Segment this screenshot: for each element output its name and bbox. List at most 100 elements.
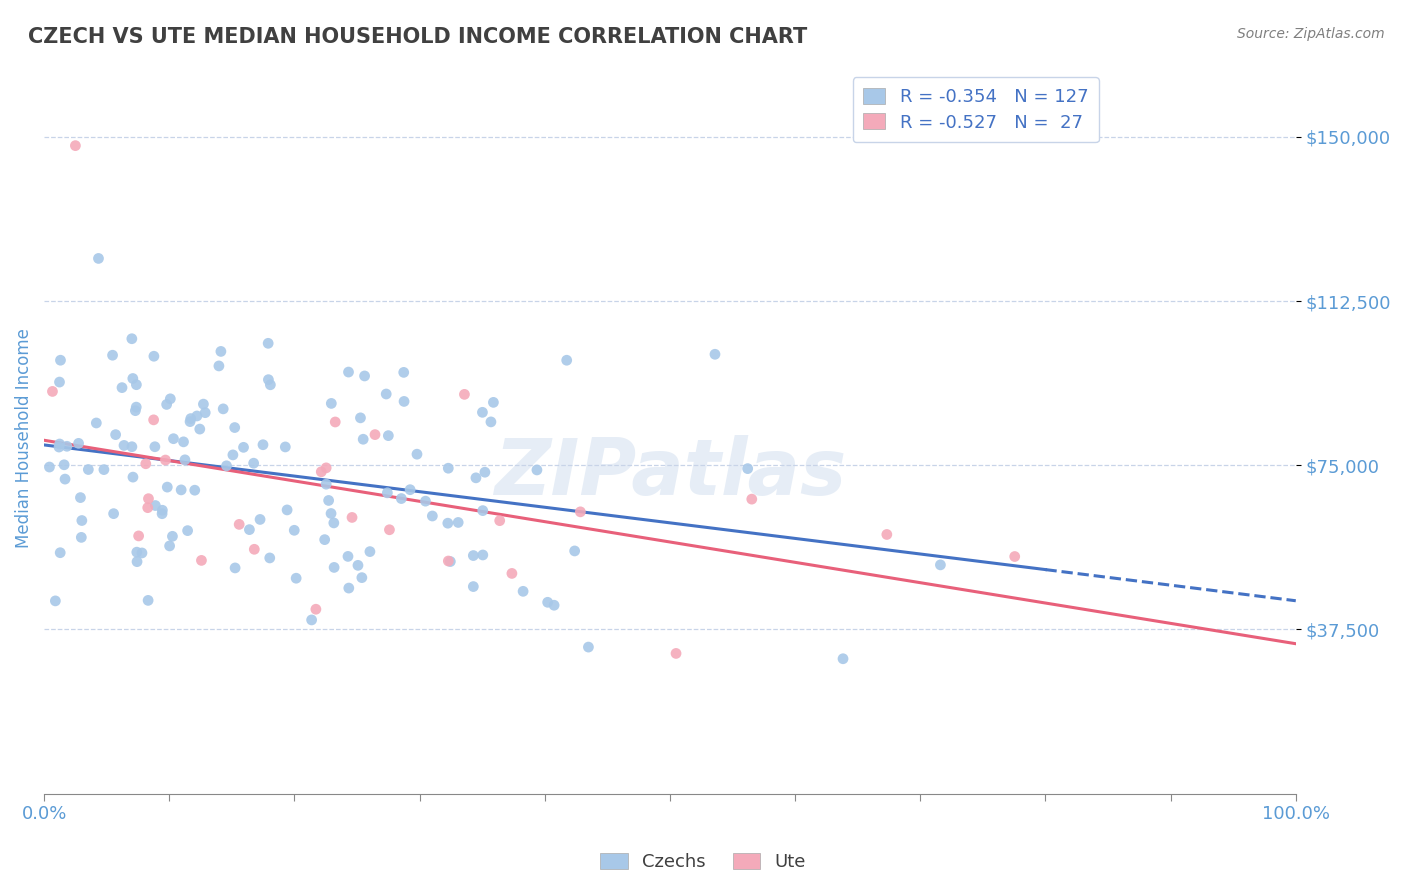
Point: [142, 413, 165, 427]
Point: [48, 375, 70, 389]
Point: [377, 428, 399, 442]
Point: [136, 500, 159, 515]
Point: [67, 436, 90, 450]
Point: [159, 392, 181, 406]
Text: CZECH VS UTE MEDIAN HOUSEHOLD INCOME CORRELATION CHART: CZECH VS UTE MEDIAN HOUSEHOLD INCOME COR…: [28, 27, 807, 46]
Point: [162, 432, 184, 446]
Point: [212, 401, 235, 416]
Point: [70, 530, 93, 544]
Point: [257, 336, 280, 351]
Point: [180, 411, 202, 425]
Point: [193, 397, 215, 411]
Legend: R = -0.354   N = 127, R = -0.527   N =  27: R = -0.354 N = 127, R = -0.527 N = 27: [852, 77, 1099, 143]
Point: [569, 505, 592, 519]
Point: [337, 365, 360, 379]
Point: [482, 395, 505, 409]
Point: [143, 499, 166, 513]
Point: [176, 524, 198, 538]
Point: [349, 410, 371, 425]
Point: [512, 584, 534, 599]
Point: [353, 368, 375, 383]
Text: Source: ZipAtlas.com: Source: ZipAtlas.com: [1237, 27, 1385, 41]
Point: [131, 546, 153, 560]
Point: [832, 652, 855, 666]
Point: [323, 560, 346, 574]
Point: [315, 477, 337, 491]
Point: [471, 548, 494, 562]
Point: [224, 561, 246, 575]
Point: [184, 483, 207, 498]
Point: [564, 544, 586, 558]
Point: [124, 403, 146, 417]
Point: [101, 348, 124, 362]
Point: [103, 507, 125, 521]
Point: [741, 492, 763, 507]
Point: [143, 440, 166, 454]
Point: [208, 359, 231, 373]
Point: [174, 453, 197, 467]
Legend: Czechs, Ute: Czechs, Ute: [593, 846, 813, 879]
Point: [121, 440, 143, 454]
Point: [150, 503, 173, 517]
Point: [471, 405, 494, 419]
Point: [337, 581, 360, 595]
Point: [321, 396, 343, 410]
Point: [406, 447, 429, 461]
Point: [315, 461, 337, 475]
Point: [526, 463, 548, 477]
Point: [704, 347, 727, 361]
Point: [232, 440, 254, 454]
Point: [215, 458, 238, 473]
Point: [488, 514, 510, 528]
Point: [125, 377, 148, 392]
Point: [243, 542, 266, 557]
Point: [322, 516, 344, 530]
Point: [125, 555, 148, 569]
Point: [479, 415, 502, 429]
Point: [929, 558, 952, 572]
Point: [437, 516, 460, 531]
Point: [283, 524, 305, 538]
Point: [135, 457, 157, 471]
Point: [453, 387, 475, 401]
Y-axis label: Median Household Income: Median Household Income: [15, 328, 32, 548]
Text: ZIPatlas: ZIPatlas: [494, 435, 846, 511]
Point: [44, 594, 66, 608]
Point: [415, 494, 437, 508]
Point: [305, 602, 328, 616]
Point: [38, 460, 60, 475]
Point: [285, 571, 308, 585]
Point: [173, 434, 195, 449]
Point: [53, 458, 76, 472]
Point: [162, 529, 184, 543]
Point: [437, 461, 460, 475]
Point: [543, 599, 565, 613]
Point: [104, 427, 127, 442]
Point: [665, 647, 688, 661]
Point: [249, 512, 271, 526]
Point: [136, 593, 159, 607]
Point: [319, 507, 342, 521]
Point: [392, 365, 415, 379]
Point: [138, 491, 160, 506]
Point: [252, 438, 274, 452]
Point: [392, 394, 415, 409]
Point: [87, 252, 110, 266]
Point: [41, 384, 63, 399]
Point: [276, 503, 298, 517]
Point: [352, 432, 374, 446]
Point: [437, 554, 460, 568]
Point: [1004, 549, 1026, 564]
Point: [242, 456, 264, 470]
Point: [228, 517, 250, 532]
Point: [65, 138, 87, 153]
Point: [121, 371, 143, 385]
Point: [112, 438, 135, 452]
Point: [222, 448, 245, 462]
Point: [53, 472, 76, 486]
Point: [501, 566, 523, 581]
Point: [537, 595, 560, 609]
Point: [155, 453, 177, 467]
Point: [194, 406, 217, 420]
Point: [86, 416, 108, 430]
